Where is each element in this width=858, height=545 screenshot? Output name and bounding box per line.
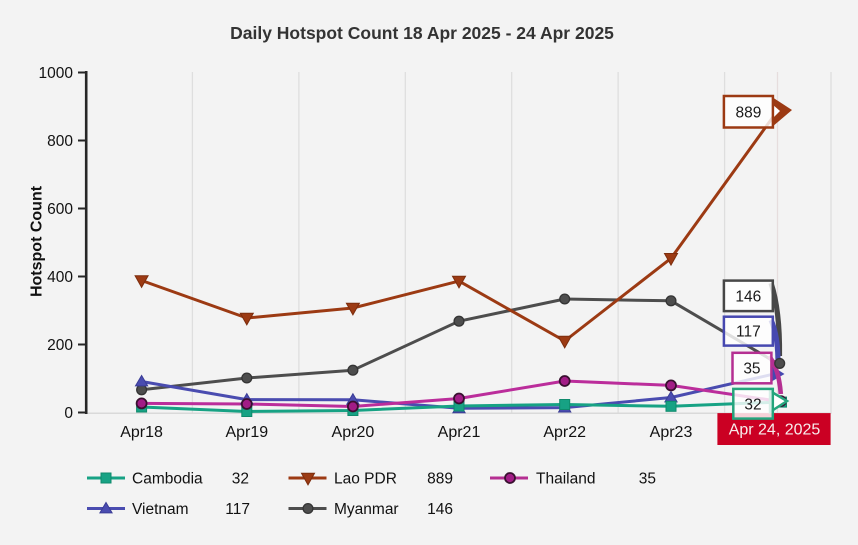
svg-text:Thailand: Thailand — [536, 471, 595, 488]
svg-text:200: 200 — [47, 337, 73, 354]
svg-text:32: 32 — [744, 396, 761, 413]
svg-text:Myanmar: Myanmar — [334, 501, 399, 518]
svg-text:600: 600 — [47, 201, 73, 218]
svg-text:35: 35 — [743, 361, 760, 378]
svg-text:Apr20: Apr20 — [332, 424, 375, 441]
svg-text:146: 146 — [735, 288, 761, 305]
svg-text:Apr22: Apr22 — [543, 424, 586, 441]
svg-text:117: 117 — [736, 324, 761, 341]
svg-text:Vietnam: Vietnam — [132, 501, 189, 518]
svg-text:889: 889 — [735, 104, 761, 121]
svg-text:Apr23: Apr23 — [650, 424, 693, 441]
svg-text:Cambodia: Cambodia — [132, 471, 203, 488]
svg-text:Apr 24, 2025: Apr 24, 2025 — [729, 422, 821, 439]
svg-text:1000: 1000 — [39, 65, 74, 82]
svg-text:Lao PDR: Lao PDR — [334, 471, 397, 488]
svg-text:400: 400 — [47, 269, 73, 286]
svg-text:889: 889 — [427, 471, 453, 488]
svg-text:0: 0 — [64, 405, 73, 422]
svg-text:Daily Hotspot Count 18 Apr 202: Daily Hotspot Count 18 Apr 2025 - 24 Apr… — [230, 23, 614, 43]
svg-text:146: 146 — [427, 501, 453, 518]
svg-text:Apr19: Apr19 — [225, 424, 268, 441]
svg-text:Apr21: Apr21 — [438, 424, 481, 441]
svg-text:32: 32 — [232, 471, 249, 488]
svg-text:35: 35 — [639, 471, 656, 488]
svg-text:800: 800 — [47, 133, 73, 150]
svg-text:Apr18: Apr18 — [120, 424, 163, 441]
svg-text:Hotspot Count: Hotspot Count — [29, 185, 46, 297]
svg-text:117: 117 — [225, 501, 250, 518]
